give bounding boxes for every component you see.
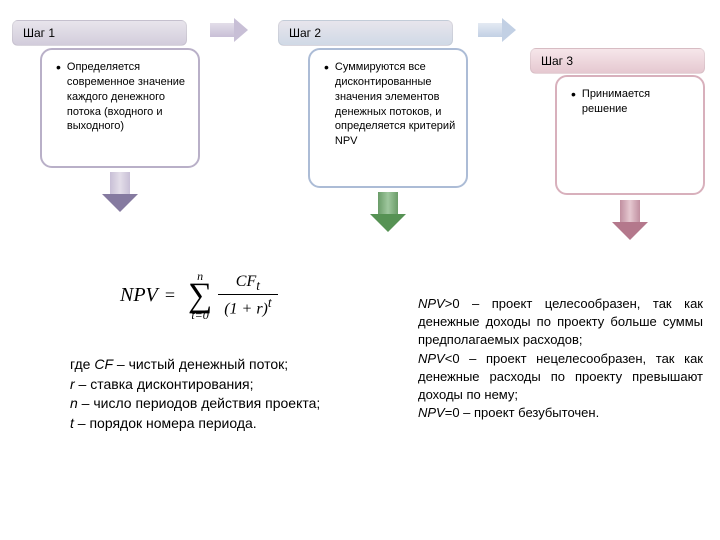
bullet-icon: • [56,60,61,134]
arrow-down-1 [102,172,138,212]
bullet-icon: • [571,87,576,117]
npv-formula: NPV = n ∑ t=0 CFt (1 + r)t [120,270,278,321]
step2-header: Шаг 2 [278,20,453,46]
step1-header: Шаг 1 [12,20,187,46]
step1-text: Определяется современное значение каждог… [67,60,188,134]
step2-text: Суммируются все дисконтированные значени… [335,60,456,149]
step3-card: • Принимается решение [555,75,705,195]
interpretation-block: NPV>0 – проект целесообразен, так как де… [418,295,703,422]
formula-fraction: CFt (1 + r)t [218,273,277,319]
step2-card: • Суммируются все дисконтированные значе… [308,48,468,188]
arrow-down-2 [370,192,406,232]
formula-eq: = [164,285,176,306]
arrow-right-2 [478,23,516,42]
arrow-down-3 [612,200,648,240]
formula-legend: где CF – чистый денежный поток; r – став… [70,355,400,433]
formula-lhs: NPV [120,284,158,307]
bullet-icon: • [324,60,329,149]
step3-header: Шаг 3 [530,48,705,74]
step3-text: Принимается решение [582,87,693,117]
sigma-icon: n ∑ t=0 [188,270,212,321]
step1-card: • Определяется современное значение кажд… [40,48,200,168]
arrow-right-1 [210,23,248,42]
